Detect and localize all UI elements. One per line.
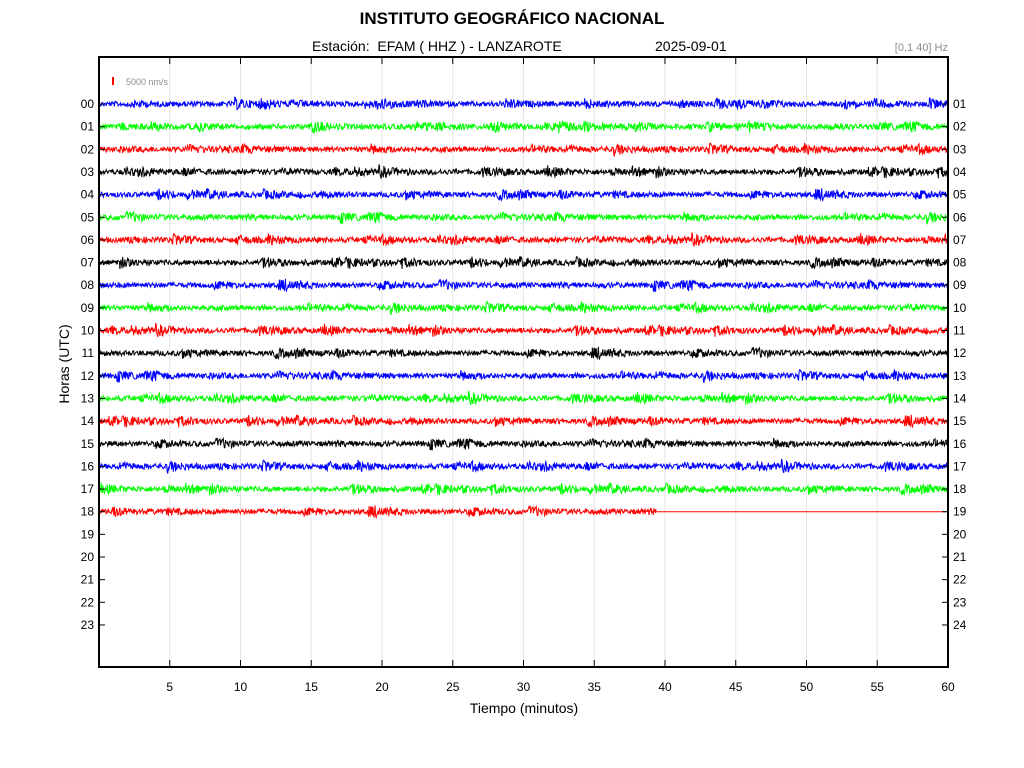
right-hour-label: 24	[953, 618, 967, 632]
trace-hour-04	[98, 187, 948, 202]
left-hour-label: 12	[81, 369, 95, 383]
scale-bar: 5000 nm/s	[112, 77, 169, 87]
grid-lines	[169, 57, 878, 667]
right-hour-label: 23	[953, 595, 967, 609]
left-hour-label: 11	[82, 346, 95, 360]
x-tick-label: 60	[941, 680, 955, 694]
right-hour-label: 21	[953, 550, 967, 564]
x-tick-label: 30	[517, 680, 531, 694]
left-hour-label: 23	[81, 618, 95, 632]
trace-hour-15	[98, 436, 949, 451]
right-hour-label: 04	[953, 165, 967, 179]
trace-hour-01	[98, 120, 949, 135]
right-hour-label: 03	[953, 142, 967, 156]
seismic-traces	[98, 96, 949, 520]
x-tick-label: 10	[234, 680, 248, 694]
right-hour-label: 17	[953, 459, 967, 473]
left-hour-label: 14	[81, 414, 95, 428]
trace-hour-09	[98, 300, 949, 316]
trace-hour-11	[98, 346, 949, 361]
x-tick-label: 5	[166, 680, 173, 694]
right-hour-label: 19	[953, 505, 967, 519]
x-axis-label: Tiempo (minutos)	[469, 700, 579, 716]
frequency-band-label: [0.1 40] Hz	[894, 42, 948, 54]
x-tick-label: 40	[658, 680, 672, 694]
x-tick-label: 35	[588, 680, 602, 694]
right-hour-label: 14	[953, 391, 967, 405]
trace-hour-00	[98, 96, 949, 111]
left-hour-label: 19	[81, 527, 95, 541]
x-tick-label: 45	[729, 680, 743, 694]
right-hour-label: 16	[953, 437, 967, 451]
left-hour-label: 06	[81, 233, 95, 247]
trace-hour-03	[98, 164, 949, 179]
right-hour-label: 12	[953, 346, 967, 360]
left-hour-label: 15	[81, 437, 95, 451]
left-hour-label: 18	[81, 505, 95, 519]
scale-bar-label: 5000 nm/s	[126, 77, 169, 87]
trace-hour-17	[98, 482, 949, 497]
plot-frame	[98, 56, 949, 668]
trace-hour-05	[98, 210, 949, 225]
left-hour-label: 21	[81, 573, 95, 587]
right-hour-label: 11	[953, 324, 966, 338]
x-tick-label: 55	[871, 680, 885, 694]
trace-hour-18	[98, 504, 657, 520]
left-hour-label: 17	[81, 482, 95, 496]
right-hour-label: 06	[953, 210, 967, 224]
chart-title: INSTITUTO GEOGRÁFICO NACIONAL	[359, 9, 665, 28]
right-hour-label: 02	[953, 120, 967, 134]
trace-hour-10	[98, 322, 949, 338]
right-hour-label: 05	[953, 188, 967, 202]
station-label: Estación: EFAM ( HHZ ) - LANZAROTE	[312, 38, 562, 54]
x-tick-label: 50	[800, 680, 814, 694]
x-tick-label: 15	[305, 680, 319, 694]
left-hour-label: 03	[81, 165, 95, 179]
trace-hour-08	[98, 278, 949, 293]
right-hour-label: 13	[953, 369, 967, 383]
trace-hour-02	[98, 142, 949, 157]
trace-hour-07	[98, 255, 949, 270]
left-hour-label: 20	[81, 550, 95, 564]
left-hour-label: 10	[81, 324, 95, 338]
trace-hour-06	[98, 232, 949, 247]
left-hour-label: 01	[81, 120, 95, 134]
trace-hour-12	[98, 369, 948, 383]
left-hour-label: 04	[81, 188, 95, 202]
right-hour-label: 08	[953, 256, 967, 270]
left-hour-label: 07	[81, 256, 95, 270]
scale-bar-mark	[112, 77, 114, 85]
x-tick-label: 20	[375, 680, 389, 694]
date-label: 2025-09-01	[655, 38, 727, 54]
right-hour-label: 18	[953, 482, 967, 496]
right-hour-label: 22	[953, 573, 967, 587]
right-hour-label: 20	[953, 527, 967, 541]
left-hour-label: 05	[81, 210, 95, 224]
x-tick-label: 25	[446, 680, 460, 694]
trace-hour-13	[98, 390, 949, 406]
left-hour-label: 08	[81, 278, 95, 292]
left-hour-label: 22	[81, 595, 95, 609]
left-hour-label: 13	[81, 391, 95, 405]
left-hour-label: 00	[81, 97, 95, 111]
right-hour-label: 10	[953, 301, 967, 315]
left-hour-label: 16	[81, 459, 95, 473]
trace-hour-14	[98, 414, 949, 429]
right-hour-label: 01	[953, 97, 967, 111]
right-hour-label: 07	[953, 233, 967, 247]
left-hour-label: 09	[81, 301, 95, 315]
right-hour-label: 15	[953, 414, 967, 428]
right-hour-label: 09	[953, 278, 967, 292]
trace-hour-16	[98, 458, 949, 474]
left-hour-label: 02	[81, 142, 95, 156]
